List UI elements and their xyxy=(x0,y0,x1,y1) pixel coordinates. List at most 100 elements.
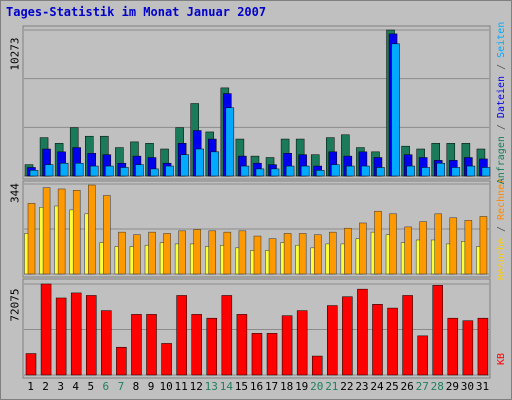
y-axis-labels: 10273 344 72075 Anfragen / Dateien / Seiten… xyxy=(9,22,507,365)
bar-kb-day-20 xyxy=(311,355,323,376)
bar-seiten-day-10 xyxy=(165,165,174,177)
y-max-label-visits: 344 xyxy=(9,183,22,203)
bar-rechner-day-11 xyxy=(178,230,186,275)
bar-rechner-day-2 xyxy=(42,187,51,275)
bar-rechner-day-19 xyxy=(298,233,307,275)
x-tick-day-17: 17 xyxy=(265,380,278,393)
bar-seiten-day-6 xyxy=(105,165,114,177)
bar-seiten-day-25 xyxy=(391,43,400,177)
x-tick-day-11: 11 xyxy=(175,380,188,393)
bar-seiten-day-22 xyxy=(346,165,355,177)
bar-kb-day-31 xyxy=(477,317,489,376)
bar-kb-day-4 xyxy=(70,292,82,376)
bar-kb-day-9 xyxy=(146,314,157,376)
bar-rechner-day-25 xyxy=(389,213,397,275)
bar-seiten-day-17 xyxy=(270,168,280,177)
bar-rechner-day-8 xyxy=(133,234,141,275)
bar-seiten-day-20 xyxy=(315,170,325,177)
x-axis: 1 2 3 4 5 6 7 8 9 10 11 12 13 14 15 16 17 18 19 20 21 22 23 24 2… xyxy=(27,380,489,393)
bar-rechner-day-10 xyxy=(163,233,171,275)
legend-requests: Anfragen / Dateien / Seiten xyxy=(496,22,507,185)
chart-title: Tages-Statistik im Monat Januar 2007 xyxy=(6,5,267,19)
bar-kb-day-5 xyxy=(86,295,97,376)
bar-rechner-day-26 xyxy=(404,226,412,275)
x-tick-day-29: 29 xyxy=(446,380,459,393)
bar-rechner-day-18 xyxy=(283,233,292,275)
x-tick-day-2: 2 xyxy=(42,380,49,393)
bar-seiten-day-13 xyxy=(210,151,220,177)
bar-kb-day-25 xyxy=(387,307,398,376)
x-tick-day-24: 24 xyxy=(370,380,384,393)
bar-seiten-day-2 xyxy=(44,164,54,177)
bar-rechner-day-31 xyxy=(479,216,488,275)
bar-rechner-day-30 xyxy=(464,220,473,275)
bar-seiten-day-8 xyxy=(135,164,144,177)
x-tick-day-6: 6 xyxy=(103,380,110,393)
x-tick-day-18: 18 xyxy=(280,380,293,393)
bar-rechner-day-17 xyxy=(268,238,277,275)
bar-rechner-day-14 xyxy=(223,231,232,275)
legend-entry: KB xyxy=(496,353,507,365)
bar-rechner-day-7 xyxy=(118,231,126,275)
bar-rechner-day-9 xyxy=(148,231,156,275)
x-tick-day-5: 5 xyxy=(87,380,94,393)
bar-kb-day-11 xyxy=(176,295,187,376)
bar-rechner-day-5 xyxy=(88,184,96,275)
bar-rechner-day-13 xyxy=(208,230,217,275)
legend-entry: Besuche xyxy=(496,238,507,280)
bar-kb-day-26 xyxy=(402,295,413,376)
x-tick-day-31: 31 xyxy=(476,380,489,393)
bar-seiten-day-24 xyxy=(376,167,385,177)
legend-entry: Rechner xyxy=(496,178,507,220)
bar-kb-day-28 xyxy=(432,285,443,376)
bar-rechner-day-16 xyxy=(253,235,262,275)
bar-rechner-day-27 xyxy=(419,221,427,275)
bar-seiten-day-12 xyxy=(195,148,204,177)
bar-rechner-day-20 xyxy=(313,234,322,275)
legend-entry: Seiten xyxy=(496,22,507,58)
bar-seiten-day-23 xyxy=(361,165,370,177)
bar-kb-day-19 xyxy=(296,310,308,376)
x-tick-day-12: 12 xyxy=(190,380,203,393)
x-tick-day-3: 3 xyxy=(57,380,64,393)
bar-rechner-day-12 xyxy=(193,229,201,275)
bar-kb-day-29 xyxy=(447,317,459,376)
bar-kb-day-24 xyxy=(372,304,383,376)
bar-seiten-day-18 xyxy=(285,165,295,177)
bar-kb-day-16 xyxy=(251,333,263,376)
bar-seiten-day-28 xyxy=(436,162,445,177)
x-tick-day-22: 22 xyxy=(340,380,353,393)
bar-seiten-day-3 xyxy=(59,162,69,177)
bar-seiten-day-16 xyxy=(255,168,265,177)
x-tick-day-7: 7 xyxy=(118,380,125,393)
x-tick-day-21: 21 xyxy=(325,380,338,393)
bar-seiten-day-4 xyxy=(74,162,84,177)
bar-kb-day-17 xyxy=(266,333,278,376)
bar-kb-day-6 xyxy=(101,310,112,376)
x-tick-day-27: 27 xyxy=(416,380,429,393)
bar-kb-day-22 xyxy=(342,296,353,376)
bar-seiten-day-5 xyxy=(90,165,99,177)
bar-seiten-day-7 xyxy=(120,167,129,177)
bar-rechner-day-22 xyxy=(344,227,352,275)
bar-seiten-day-26 xyxy=(406,165,415,177)
bar-seiten-day-15 xyxy=(240,165,250,177)
x-tick-day-9: 9 xyxy=(148,380,155,393)
x-tick-day-16: 16 xyxy=(250,380,263,393)
bar-kb-day-2 xyxy=(40,283,52,376)
bar-seiten-day-19 xyxy=(300,165,310,177)
x-tick-day-4: 4 xyxy=(72,380,79,393)
bar-seiten-day-27 xyxy=(421,167,430,177)
bar-rechner-day-24 xyxy=(374,210,382,275)
x-tick-day-30: 30 xyxy=(461,380,474,393)
x-tick-day-25: 25 xyxy=(385,380,398,393)
legend-visits-text: Besuche / Rechner xyxy=(496,178,507,280)
bar-kb-day-1 xyxy=(25,353,37,376)
bar-rechner-day-21 xyxy=(329,231,337,275)
x-tick-day-15: 15 xyxy=(235,380,248,393)
bar-rechner-day-6 xyxy=(103,195,111,275)
bar-seiten-day-21 xyxy=(331,164,340,177)
bar-rechner-day-4 xyxy=(72,190,81,275)
x-tick-day-14: 14 xyxy=(220,380,234,393)
